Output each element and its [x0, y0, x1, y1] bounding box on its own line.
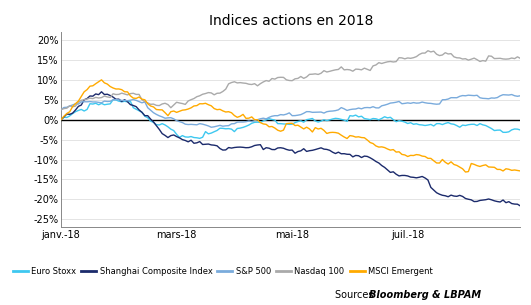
Text: Sources :: Sources :: [335, 290, 382, 300]
Text: Bloomberg & LBPAM: Bloomberg & LBPAM: [369, 290, 481, 300]
Title: Indices actions en 2018: Indices actions en 2018: [209, 14, 373, 28]
Legend: Euro Stoxx, Shanghai Composite Index, S&P 500, Nasdaq 100, MSCI Emergent: Euro Stoxx, Shanghai Composite Index, S&…: [10, 264, 436, 279]
